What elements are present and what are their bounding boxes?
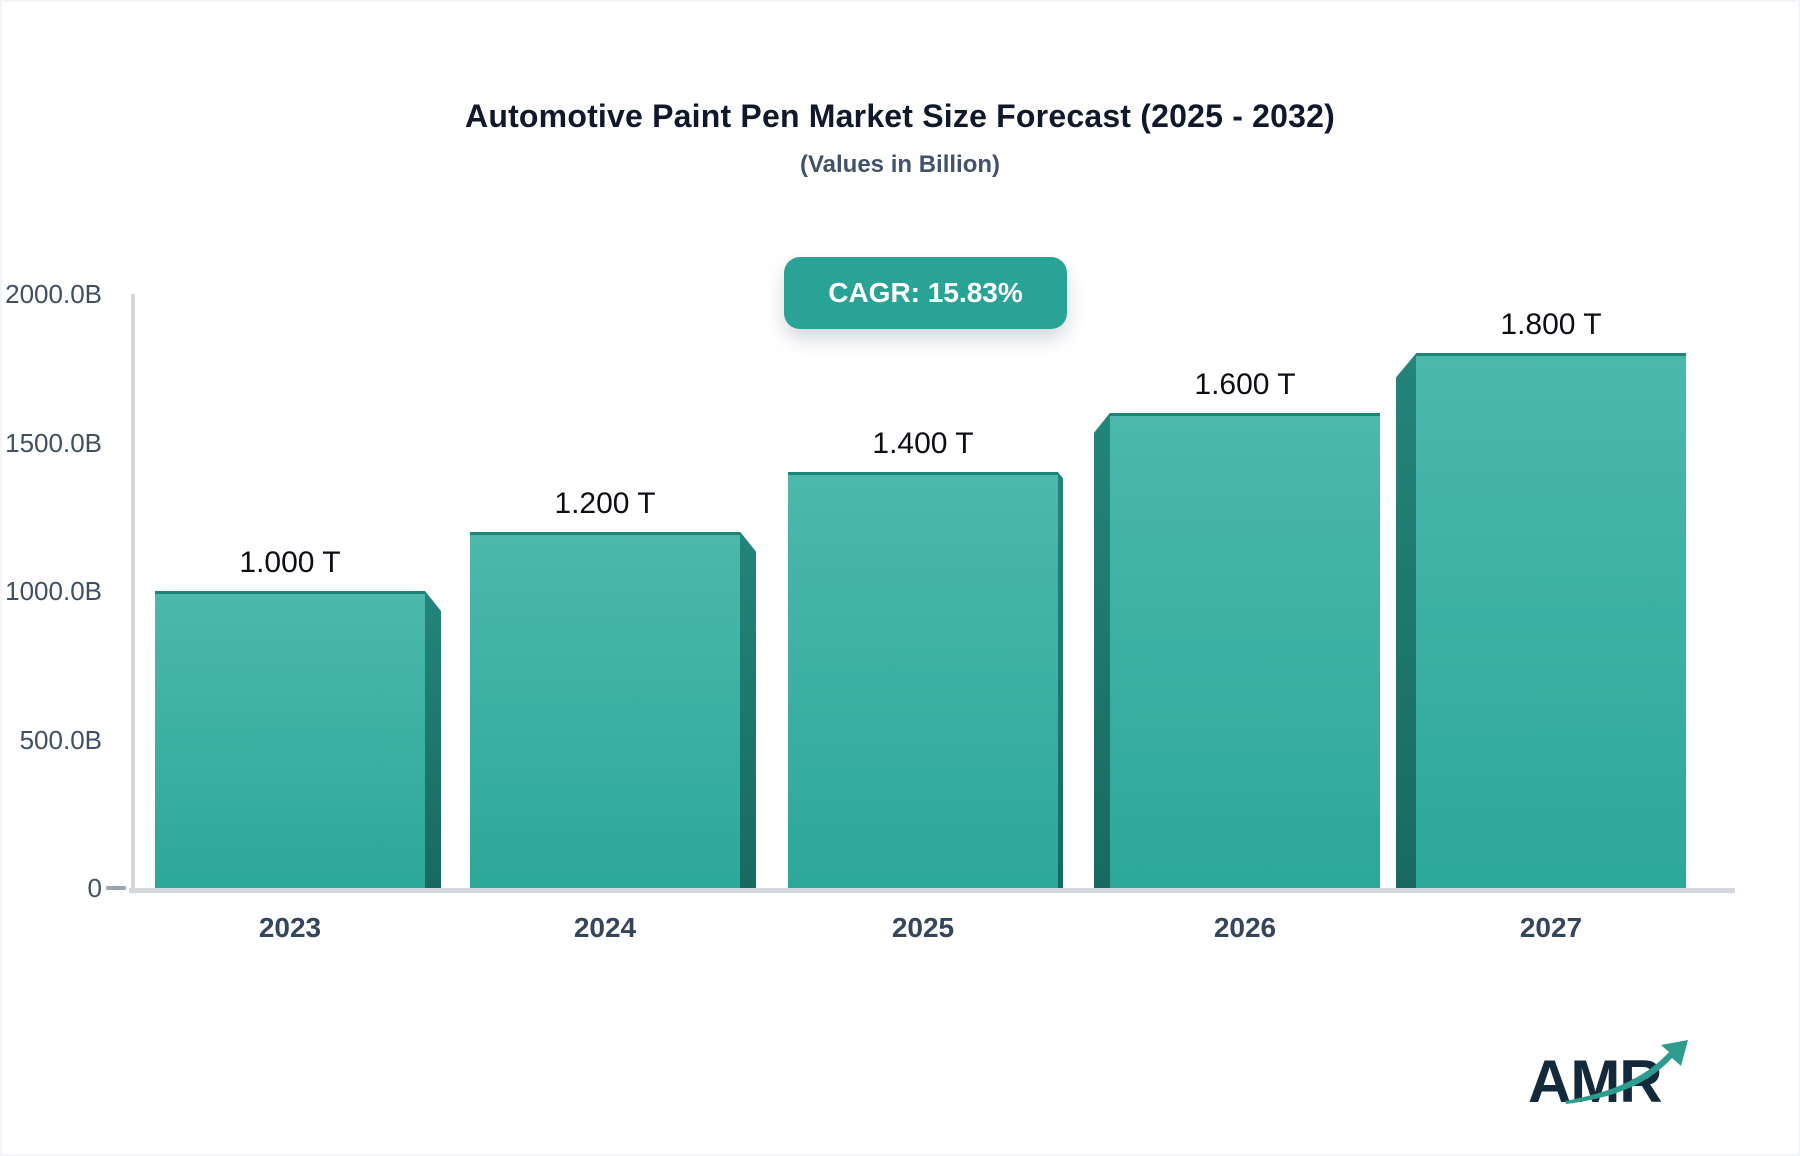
bar-face — [788, 472, 1058, 888]
bar-face — [470, 531, 740, 888]
bar-value-label: 1.800 T — [1500, 308, 1602, 342]
bar-side-3d — [1094, 412, 1110, 888]
chart-title: Automotive Paint Pen Market Size Forecas… — [465, 98, 1335, 134]
bar-value-label: 1.000 T — [239, 546, 341, 579]
amr-logo-arrow-icon — [1565, 1040, 1688, 1104]
y-axis-tick-label: 0 — [87, 873, 102, 903]
bar-side-3d — [1058, 472, 1063, 888]
bar-value-label: 1.600 T — [1194, 367, 1296, 401]
x-axis-label: 2023 — [258, 912, 322, 943]
chart-subtitle: (Values in Billion) — [799, 151, 1001, 178]
x-axis-label: 2027 — [1519, 912, 1583, 943]
x-axis-label: 2025 — [891, 912, 955, 943]
cagr-badge: CAGR: 15.83% — [784, 257, 1067, 329]
y-axis-tick-label: 2000.0B — [5, 279, 102, 309]
y-axis-line — [131, 294, 135, 890]
bar-face — [1416, 353, 1686, 888]
y-axis-tick-label: 1500.0B — [5, 427, 102, 458]
bar-value-label: 1.400 T — [872, 427, 974, 461]
x-axis-label: 2024 — [573, 912, 637, 943]
y-axis-tick-label: 500.0B — [19, 724, 102, 755]
x-axis-label: 2026 — [1213, 912, 1277, 943]
bar-face — [155, 591, 425, 888]
y-axis-zero-tick — [106, 886, 126, 890]
bar-side-3d — [1396, 353, 1416, 888]
bar-value-label: 1.200 T — [554, 486, 656, 520]
bar-side-3d — [425, 591, 441, 888]
x-axis-line — [129, 888, 1735, 893]
y-axis-tick-label: 1000.0B — [5, 576, 102, 606]
amr-logo: AMR — [1528, 1040, 1688, 1115]
bar-side-3d — [740, 531, 756, 888]
bar-face — [1110, 412, 1380, 888]
